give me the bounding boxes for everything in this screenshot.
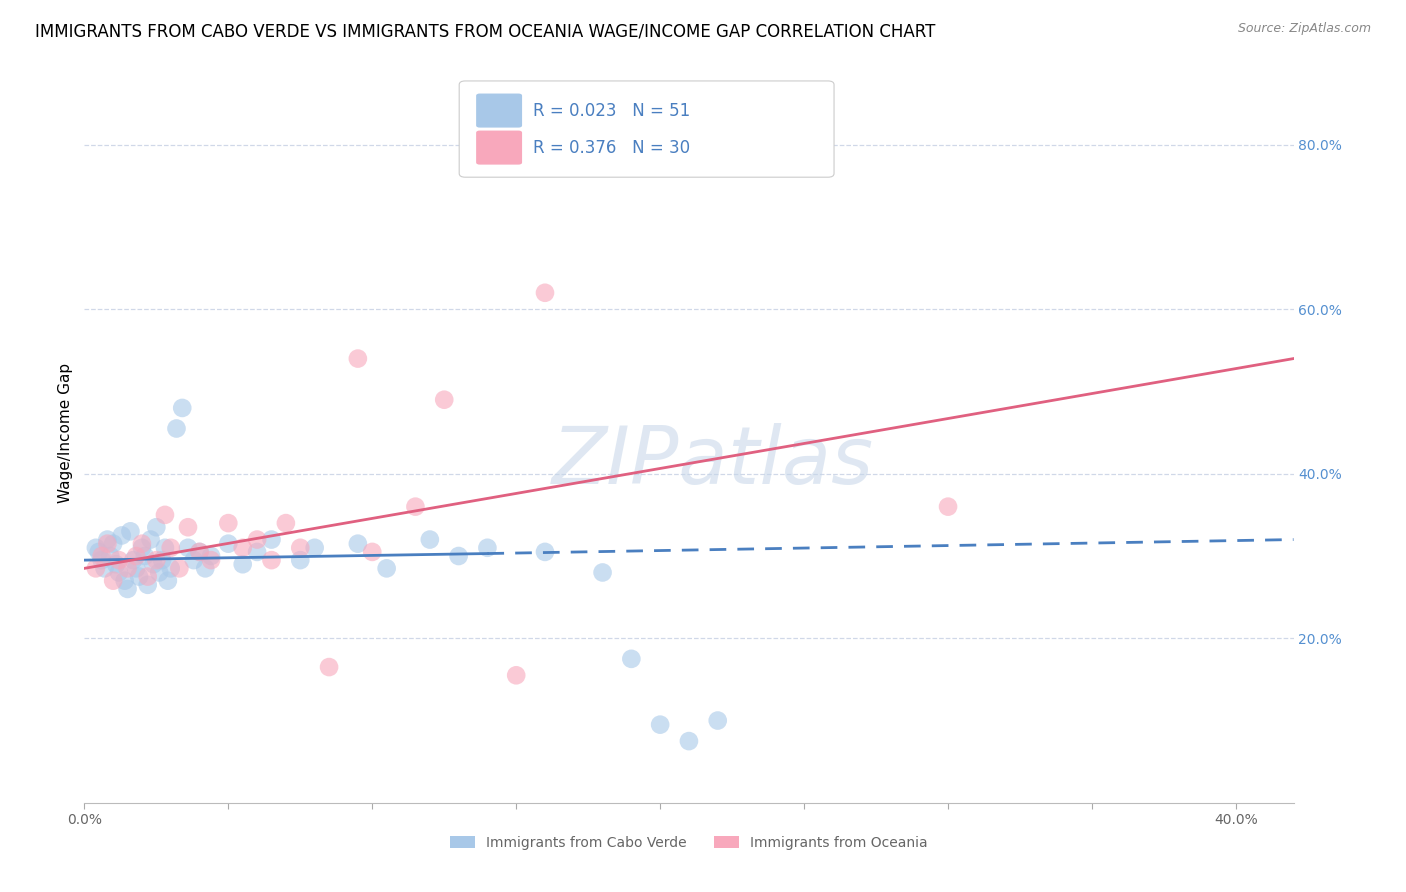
Point [101, 574, 124, 588]
Point [200, 553, 222, 567]
Point [232, 558, 254, 572]
Point [290, 553, 312, 567]
Point [936, 500, 959, 514]
Text: ZIPatlas: ZIPatlas [553, 423, 875, 501]
FancyBboxPatch shape [477, 130, 522, 165]
Legend: Immigrants from Cabo Verde, Immigrants from Oceania: Immigrants from Cabo Verde, Immigrants f… [444, 830, 934, 855]
Point [290, 541, 312, 555]
Point [347, 351, 370, 366]
Point [183, 553, 205, 567]
Point [188, 545, 211, 559]
Point [90, 553, 112, 567]
Point [117, 561, 139, 575]
Point [90, 549, 112, 563]
Point [159, 561, 181, 575]
Point [87, 545, 110, 559]
Point [153, 508, 176, 522]
Point [592, 566, 614, 580]
Point [156, 574, 179, 588]
Point [84, 541, 107, 555]
Point [98, 549, 121, 563]
Y-axis label: Wage/Income Gap: Wage/Income Gap [58, 362, 73, 503]
Text: R = 0.023   N = 51: R = 0.023 N = 51 [533, 102, 690, 120]
Point [404, 500, 426, 514]
Point [177, 541, 200, 555]
Point [96, 536, 118, 550]
Point [304, 541, 326, 555]
Point [136, 569, 159, 583]
FancyBboxPatch shape [477, 94, 522, 128]
Point [125, 561, 148, 575]
Point [145, 553, 167, 567]
Point [96, 533, 118, 547]
Point [108, 566, 131, 580]
Point [246, 545, 269, 559]
Point [217, 516, 239, 530]
Point [188, 545, 211, 559]
Point [194, 561, 217, 575]
Point [706, 714, 728, 728]
Point [120, 524, 142, 539]
Point [142, 558, 165, 572]
Point [117, 582, 139, 596]
Point [111, 528, 134, 542]
Point [419, 533, 441, 547]
Point [534, 545, 557, 559]
Point [260, 533, 283, 547]
Text: R = 0.376   N = 30: R = 0.376 N = 30 [533, 138, 690, 157]
Point [620, 652, 643, 666]
Point [105, 558, 128, 572]
Point [131, 541, 153, 555]
Point [217, 536, 239, 550]
Point [505, 668, 527, 682]
Point [260, 553, 283, 567]
Point [114, 574, 136, 588]
Point [447, 549, 470, 563]
Point [136, 578, 159, 592]
Point [534, 285, 557, 300]
Point [274, 516, 297, 530]
Point [678, 734, 700, 748]
Point [361, 545, 384, 559]
Point [150, 553, 173, 567]
Text: IMMIGRANTS FROM CABO VERDE VS IMMIGRANTS FROM OCEANIA WAGE/INCOME GAP CORRELATIO: IMMIGRANTS FROM CABO VERDE VS IMMIGRANTS… [35, 22, 935, 40]
Point [375, 561, 398, 575]
Point [84, 561, 107, 575]
Point [159, 541, 181, 555]
Point [650, 717, 672, 731]
Point [169, 561, 191, 575]
Point [108, 553, 131, 567]
Point [145, 520, 167, 534]
Point [148, 566, 170, 580]
Point [125, 549, 148, 563]
Point [131, 536, 153, 550]
Point [318, 660, 340, 674]
Point [172, 401, 194, 415]
FancyBboxPatch shape [460, 81, 834, 178]
Text: Source: ZipAtlas.com: Source: ZipAtlas.com [1237, 22, 1371, 36]
Point [139, 533, 162, 547]
Point [93, 561, 115, 575]
Point [246, 533, 269, 547]
Point [101, 536, 124, 550]
Point [166, 421, 188, 435]
Point [477, 541, 499, 555]
Point [153, 541, 176, 555]
Point [433, 392, 456, 407]
Point [347, 536, 370, 550]
Point [177, 520, 200, 534]
Point [200, 549, 222, 563]
Point [232, 541, 254, 555]
Point [122, 553, 145, 567]
Point [134, 549, 156, 563]
Point [128, 569, 150, 583]
